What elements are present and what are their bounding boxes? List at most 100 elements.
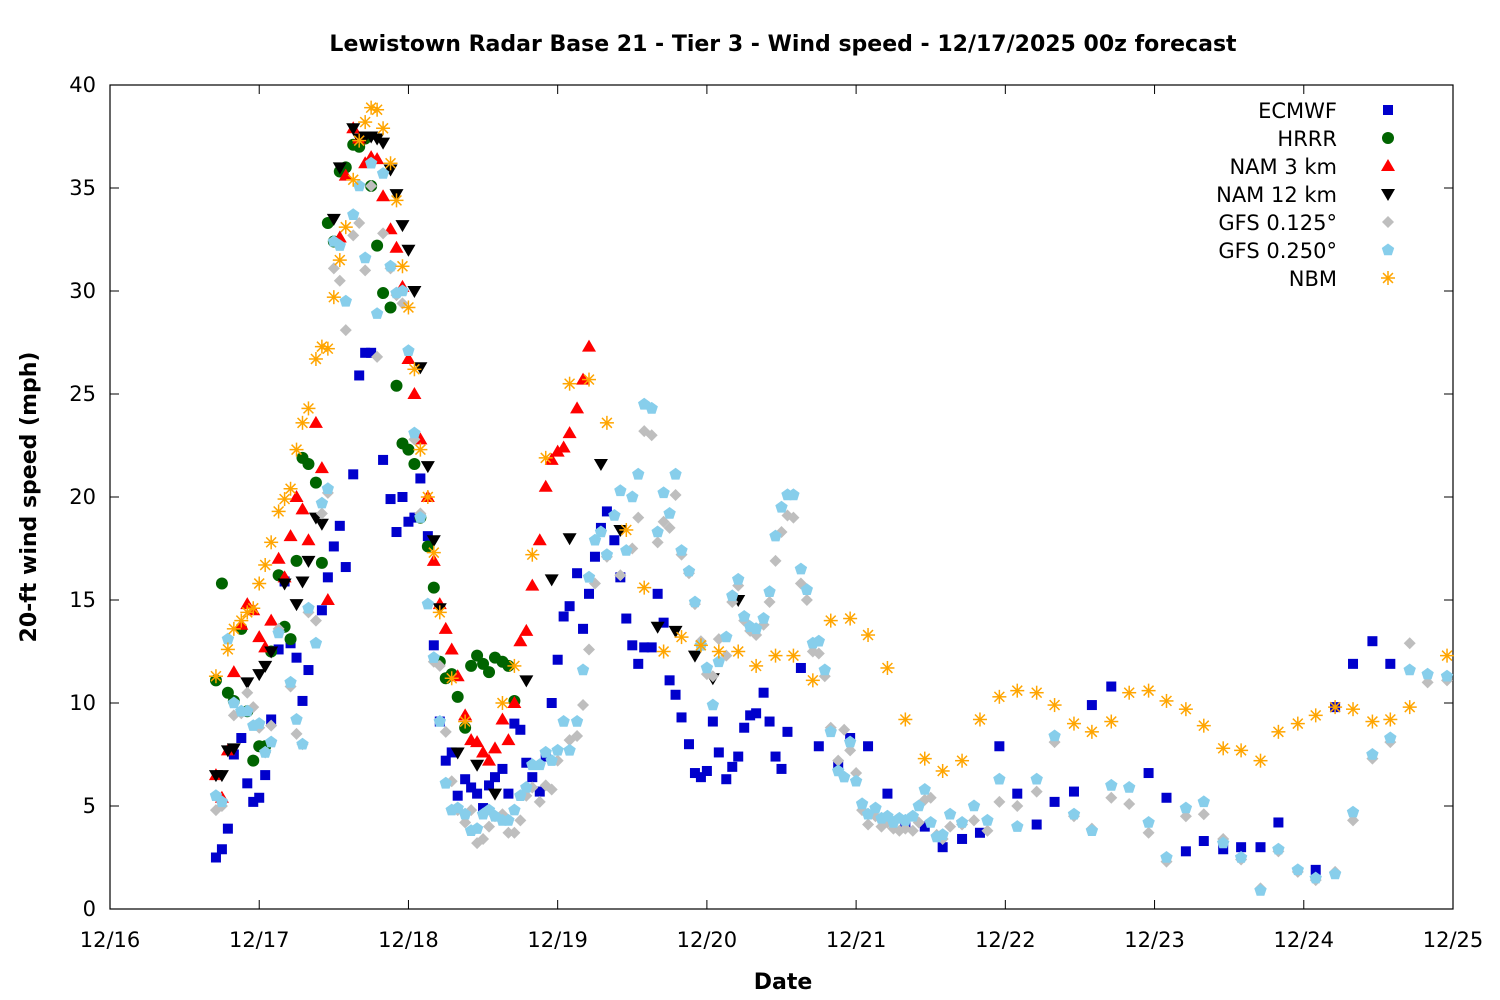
- data-point: [620, 544, 633, 556]
- data-point: [1011, 820, 1024, 832]
- data-point: [365, 179, 378, 192]
- data-point: [254, 792, 265, 803]
- data-point: [465, 659, 478, 672]
- y-tick-label: 35: [69, 176, 96, 200]
- data-point: [222, 823, 233, 834]
- data-point: [248, 796, 259, 807]
- data-point: [265, 735, 278, 748]
- data-point: [403, 516, 414, 527]
- data-point: [302, 601, 315, 614]
- data-point: [727, 761, 738, 772]
- data-point: [906, 809, 919, 822]
- x-tick-label: 12/24: [1274, 928, 1335, 952]
- data-point: [924, 816, 937, 828]
- data-point: [433, 715, 446, 727]
- data-point: [284, 675, 297, 688]
- data-point: [706, 670, 719, 683]
- data-point: [332, 162, 347, 175]
- data-point: [376, 121, 391, 136]
- data-point: [943, 807, 957, 820]
- data-point: [332, 253, 347, 268]
- data-point: [315, 507, 328, 520]
- data-point: [539, 745, 552, 758]
- data-point: [582, 570, 596, 583]
- data-point: [314, 461, 329, 474]
- legend-marker-icon: [1381, 159, 1395, 171]
- data-point: [880, 660, 895, 675]
- data-point: [563, 743, 576, 756]
- data-point: [532, 533, 547, 546]
- data-point: [652, 588, 663, 599]
- data-point: [290, 554, 303, 567]
- data-point: [898, 712, 913, 727]
- legend-marker-icon: [1381, 271, 1395, 285]
- data-point: [371, 239, 384, 252]
- data-point: [519, 675, 534, 688]
- data-point: [289, 599, 304, 612]
- data-point: [333, 239, 346, 251]
- data-point: [675, 544, 688, 556]
- data-point: [707, 716, 718, 727]
- data-point: [320, 341, 335, 356]
- x-tick-label: 12/19: [527, 928, 588, 952]
- data-point: [340, 562, 351, 573]
- data-point: [444, 642, 459, 655]
- data-point: [309, 636, 323, 649]
- data-point: [432, 605, 447, 620]
- data-point: [266, 714, 277, 725]
- data-point: [1105, 791, 1118, 804]
- data-point: [259, 745, 272, 758]
- data-point: [509, 718, 520, 729]
- x-tick-label: 12/17: [229, 928, 290, 952]
- data-point: [1068, 786, 1079, 797]
- data-point: [289, 490, 304, 502]
- legend: ECMWF HRRR NAM 3 km NAM 12 km GFS 0.125° GFS …: [1216, 99, 1395, 291]
- data-point: [589, 551, 600, 562]
- data-point: [264, 535, 279, 550]
- data-point: [420, 490, 435, 504]
- data-point: [358, 115, 373, 130]
- data-point: [527, 772, 538, 783]
- data-point: [584, 588, 595, 599]
- data-point: [1366, 748, 1379, 760]
- data-point: [426, 535, 441, 548]
- data-point: [1085, 824, 1099, 836]
- data-point: [657, 515, 670, 528]
- x-tick-label: 12/21: [826, 928, 887, 952]
- data-point: [972, 712, 987, 727]
- data-point: [333, 274, 346, 287]
- data-point: [599, 415, 614, 430]
- data-point: [407, 286, 422, 298]
- data-point: [438, 621, 453, 634]
- y-axis-label: 20-ft wind speed (mph): [17, 352, 42, 643]
- data-point: [795, 662, 806, 673]
- data-point: [651, 525, 664, 538]
- data-point: [247, 754, 260, 767]
- data-point: [562, 376, 577, 391]
- data-point: [1290, 716, 1305, 731]
- data-point: [353, 217, 366, 230]
- data-point: [264, 646, 279, 659]
- data-point: [226, 665, 241, 678]
- data-point: [309, 614, 322, 627]
- data-point: [289, 442, 304, 457]
- data-point: [992, 689, 1007, 704]
- data-point: [812, 634, 825, 647]
- data-point: [763, 585, 776, 597]
- legend-marker-icon: [1382, 216, 1394, 228]
- data-point: [627, 640, 638, 651]
- data-point: [869, 801, 882, 814]
- data-point: [619, 522, 634, 537]
- data-point: [944, 820, 957, 833]
- data-point: [439, 725, 452, 738]
- data-point: [713, 747, 724, 758]
- data-point: [277, 578, 292, 591]
- data-point: [433, 659, 446, 672]
- data-point: [706, 698, 719, 711]
- data-point: [1048, 729, 1061, 742]
- data-point: [600, 548, 614, 560]
- data-point: [1236, 842, 1247, 853]
- data-point: [495, 696, 510, 710]
- data-point: [301, 555, 316, 568]
- data-point: [609, 535, 620, 546]
